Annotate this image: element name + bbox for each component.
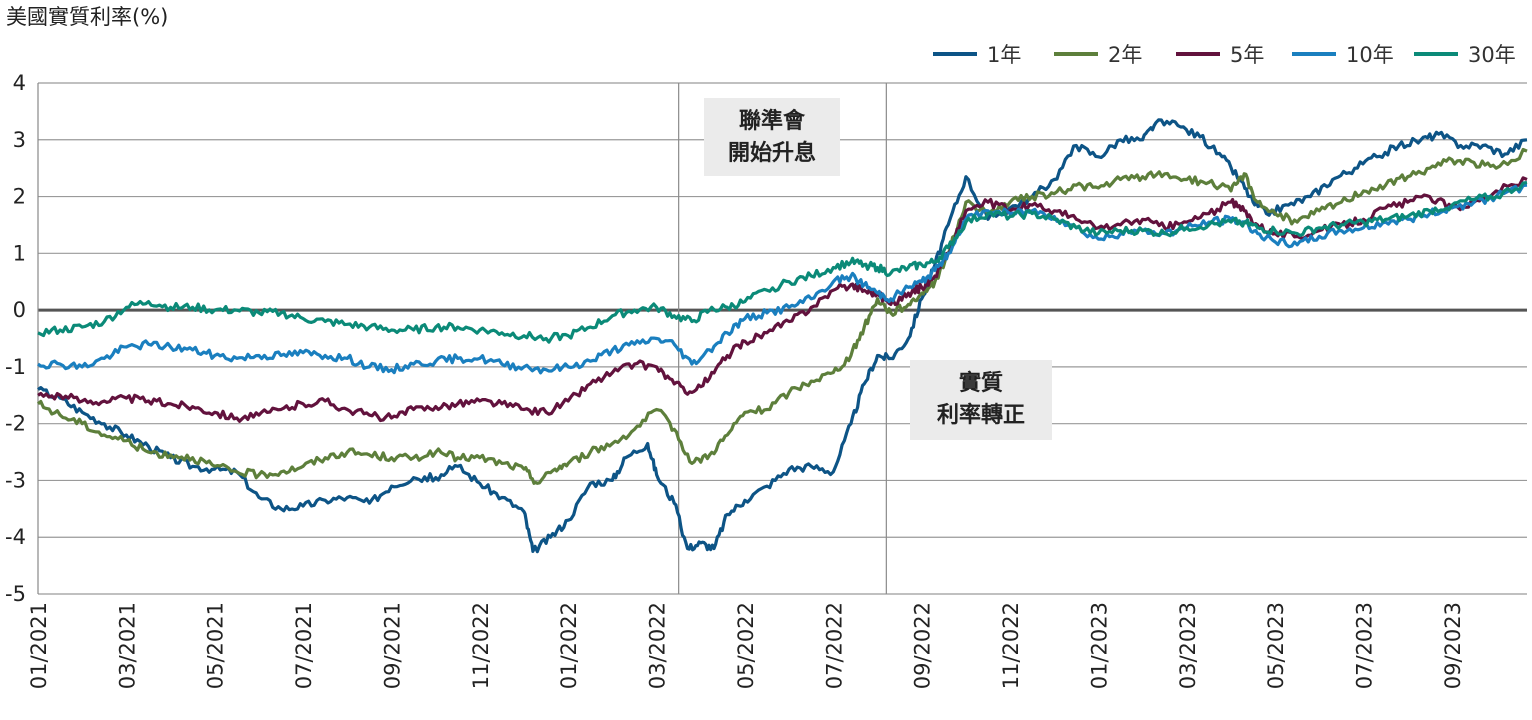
x-tick-label: 05/2021 bbox=[204, 602, 228, 689]
x-tick-label: 05/2023 bbox=[1264, 602, 1288, 689]
x-tick-label: 07/2021 bbox=[292, 602, 316, 689]
series-line-2年 bbox=[36, 147, 1528, 485]
y-axis: 4 3 2 1 0 -1 -2 -3 -4 -5 bbox=[5, 71, 26, 606]
y-tick-label: 0 bbox=[13, 298, 26, 322]
series-line-5年 bbox=[37, 176, 1528, 423]
x-tick-label: 03/2023 bbox=[1176, 602, 1200, 689]
x-tick-label: 09/2021 bbox=[380, 602, 404, 689]
y-tick-label: 1 bbox=[13, 241, 26, 265]
y-tick-label: -5 bbox=[5, 582, 26, 606]
grid bbox=[37, 82, 1527, 595]
event-lines bbox=[678, 83, 887, 594]
y-tick-label: 3 bbox=[13, 128, 26, 152]
series-line-30年 bbox=[37, 180, 1528, 344]
legend-label: 10年 bbox=[1346, 43, 1394, 67]
x-tick-label: 09/2023 bbox=[1441, 602, 1465, 689]
series-lines bbox=[36, 118, 1528, 554]
y-tick-label: -3 bbox=[5, 468, 26, 492]
annotation-text: 開始升息 bbox=[728, 140, 816, 166]
legend-label: 5年 bbox=[1230, 43, 1264, 67]
x-tick-label: 01/2021 bbox=[27, 602, 51, 689]
x-tick-label: 07/2022 bbox=[822, 602, 846, 689]
x-tick-label: 11/2022 bbox=[469, 602, 493, 689]
x-tick-label: 05/2022 bbox=[734, 602, 758, 689]
annotation-text: 實質 bbox=[959, 370, 1003, 396]
y-tick-label: -1 bbox=[5, 355, 26, 379]
annotation-text: 利率轉正 bbox=[937, 402, 1025, 428]
x-tick-label: 03/2021 bbox=[115, 602, 139, 689]
x-tick-label: 01/2023 bbox=[1087, 602, 1111, 689]
x-tick-label: 09/2022 bbox=[911, 602, 935, 689]
x-axis: 01/2021 03/2021 05/2021 07/2021 09/2021 11/20… bbox=[27, 602, 1465, 689]
legend-label: 1年 bbox=[987, 43, 1021, 67]
legend-label: 2年 bbox=[1108, 43, 1142, 67]
annotation-box bbox=[704, 98, 840, 176]
legend-label: 30年 bbox=[1468, 43, 1516, 67]
x-tick-label: 03/2022 bbox=[646, 602, 670, 689]
legend: 1年 2年 5年 10年 30年 bbox=[933, 43, 1516, 67]
chart-title: 美國實質利率(%) bbox=[6, 5, 168, 29]
series-line-10年 bbox=[37, 183, 1528, 375]
y-tick-label: -2 bbox=[5, 412, 26, 436]
annotation-box bbox=[910, 360, 1052, 440]
x-tick-label: 11/2022 bbox=[999, 602, 1023, 689]
y-tick-label: -4 bbox=[5, 525, 26, 549]
series-line-1年 bbox=[37, 118, 1528, 554]
y-tick-label: 4 bbox=[13, 71, 26, 95]
x-tick-label: 07/2023 bbox=[1353, 602, 1377, 689]
annotation-text: 聯準會 bbox=[739, 108, 806, 134]
y-tick-label: 2 bbox=[13, 185, 26, 209]
x-tick-label: 01/2022 bbox=[557, 602, 581, 689]
